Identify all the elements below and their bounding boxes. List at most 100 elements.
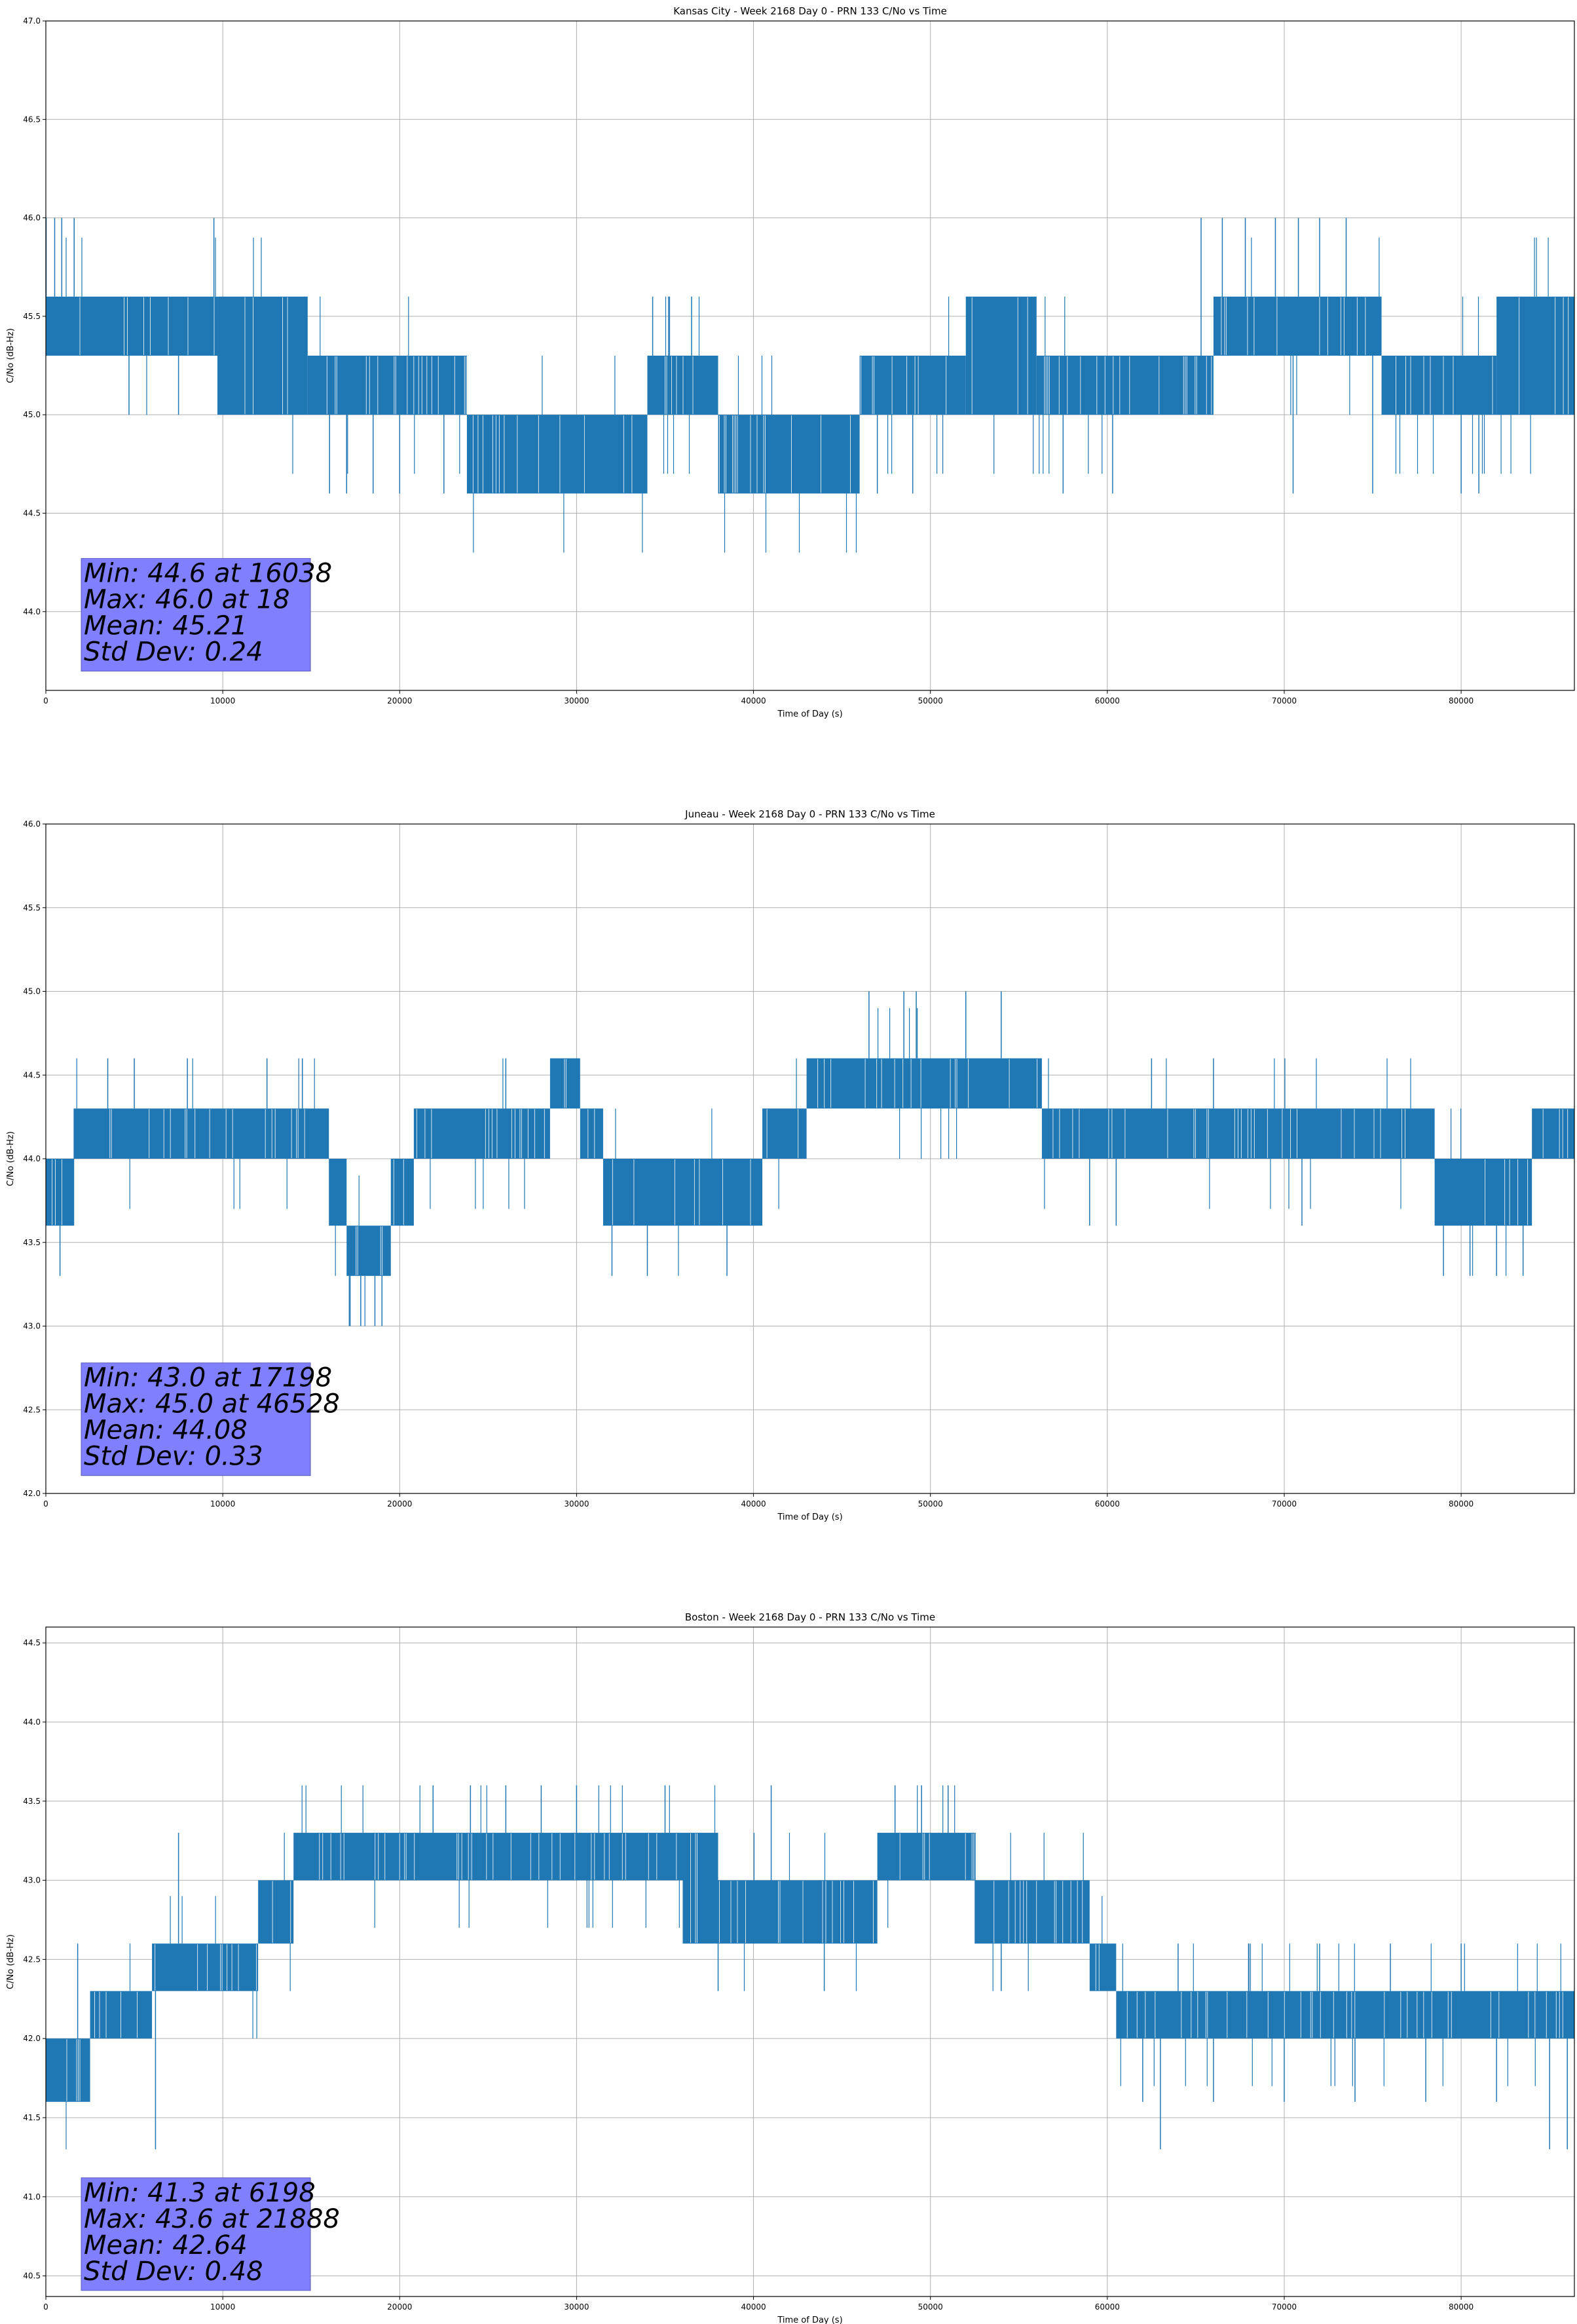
stats-line: Min: 41.3 at 6198 [84, 2178, 316, 2208]
x-tick-label: 0 [43, 1499, 48, 1509]
data-band-gaps [244, 297, 288, 415]
data-band-gaps [79, 297, 215, 355]
data-series [46, 1785, 1574, 2150]
x-tick-label: 60000 [1095, 1499, 1120, 1509]
x-tick-label: 80000 [1449, 1499, 1474, 1509]
stats-line: Std Dev: 0.48 [84, 2257, 263, 2287]
data-excursions [724, 356, 857, 553]
chart-title: Kansas City - Week 2168 Day 0 - PRN 133 … [673, 5, 947, 17]
x-tick-label: 80000 [1449, 696, 1474, 705]
data-excursions [663, 296, 700, 474]
data-band [762, 1108, 807, 1159]
x-tick-label: 20000 [387, 696, 412, 705]
x-tick-label: 70000 [1272, 2302, 1297, 2312]
data-band-gaps [719, 1881, 874, 1943]
x-tick-label: 0 [43, 696, 48, 705]
x-tick-label: 40000 [741, 1499, 766, 1509]
x-tick-label: 30000 [564, 1499, 589, 1509]
data-band-gaps [94, 1991, 138, 2038]
x-tick-label: 0 [43, 2302, 48, 2312]
data-band [1036, 356, 1214, 415]
data-band-gaps [1396, 356, 1493, 415]
data-excursions [1451, 1108, 1507, 1276]
data-band [1381, 356, 1497, 415]
data-band-gaps [1044, 356, 1212, 415]
y-tick-label: 43.0 [23, 1876, 41, 1885]
data-excursions [284, 1833, 291, 1991]
data-band [1434, 1159, 1532, 1226]
data-band [580, 1108, 603, 1159]
data-excursions [778, 1058, 797, 1209]
data-band-gaps [993, 1881, 1083, 1943]
data-excursions [615, 1108, 713, 1276]
data-excursions [974, 1833, 1084, 1991]
data-band [46, 1159, 75, 1226]
data-band-gaps [690, 1833, 697, 1943]
data-band-gaps [665, 356, 694, 415]
data-excursions [480, 1785, 680, 1928]
x-tick-label: 20000 [387, 1499, 412, 1509]
data-band-gaps [272, 1881, 291, 1943]
data-band-gaps [766, 1109, 799, 1158]
data-excursions [76, 1058, 315, 1209]
stats-line: Std Dev: 0.24 [84, 637, 263, 667]
data-band [152, 1943, 259, 1991]
y-axis-label: C/No (dB-Hz) [6, 328, 16, 383]
y-tick-label: 43.0 [23, 1322, 41, 1331]
data-band-gaps [1126, 1991, 1563, 2038]
data-band [859, 356, 966, 415]
data-excursions [1395, 296, 1485, 474]
data-band [806, 1058, 1042, 1109]
y-tick-label: 46.0 [23, 819, 41, 829]
data-band-gaps [1221, 297, 1366, 355]
data-band-gaps [1052, 1109, 1283, 1158]
data-band-gaps [472, 415, 633, 493]
y-axis-label: C/No (dB-Hz) [6, 1934, 16, 1989]
data-excursions [430, 1058, 525, 1209]
data-band [470, 1833, 683, 1881]
y-tick-label: 41.0 [23, 2192, 41, 2202]
data-series [46, 991, 1574, 1326]
data-band-gaps [817, 1059, 1038, 1108]
stats-box [81, 558, 311, 672]
stats-box [81, 1362, 311, 1476]
x-axis-label: Time of Day (s) [777, 1512, 842, 1522]
data-band-gaps [393, 1159, 404, 1226]
data-band-gaps [1542, 1109, 1568, 1158]
y-tick-label: 42.0 [23, 2034, 41, 2043]
x-tick-label: 60000 [1095, 2302, 1120, 2312]
data-excursions [887, 296, 950, 474]
axes-frame [45, 1626, 1575, 2297]
x-tick-label: 70000 [1272, 1499, 1297, 1509]
data-excursions [301, 1785, 470, 1928]
data-band-gaps [52, 1159, 62, 1226]
data-band-gaps [1095, 1944, 1100, 1991]
data-band-gaps [155, 1944, 257, 1991]
data-excursions [1039, 296, 1103, 474]
data-band [1496, 296, 1574, 415]
axes-frame [45, 20, 1575, 691]
y-tick-label: 42.5 [23, 1955, 41, 1964]
data-band [974, 1880, 1090, 1944]
data-band-gaps [1290, 1109, 1405, 1158]
stats-line: Mean: 42.64 [84, 2230, 248, 2260]
y-tick-label: 44.5 [23, 1070, 41, 1079]
stats-box [81, 2177, 311, 2291]
data-band [46, 2038, 90, 2102]
x-tick-label: 10000 [210, 696, 235, 705]
data-band [217, 296, 308, 415]
y-tick-label: 47.0 [23, 16, 41, 26]
x-tick-label: 80000 [1449, 2302, 1474, 2312]
data-band [682, 1833, 718, 1944]
data-band-gaps [899, 1833, 974, 1880]
data-band-gaps [416, 1109, 545, 1158]
x-tick-label: 50000 [918, 696, 943, 705]
stats-line: Min: 43.0 at 17198 [84, 1363, 332, 1393]
data-band [1532, 1108, 1574, 1159]
data-band-gaps [356, 1226, 383, 1275]
data-band-gaps [66, 2039, 81, 2101]
data-band [603, 1159, 718, 1226]
y-tick-label: 45.5 [23, 312, 41, 321]
data-band [877, 1833, 975, 1881]
stats-line: Min: 44.6 at 16038 [84, 559, 332, 589]
